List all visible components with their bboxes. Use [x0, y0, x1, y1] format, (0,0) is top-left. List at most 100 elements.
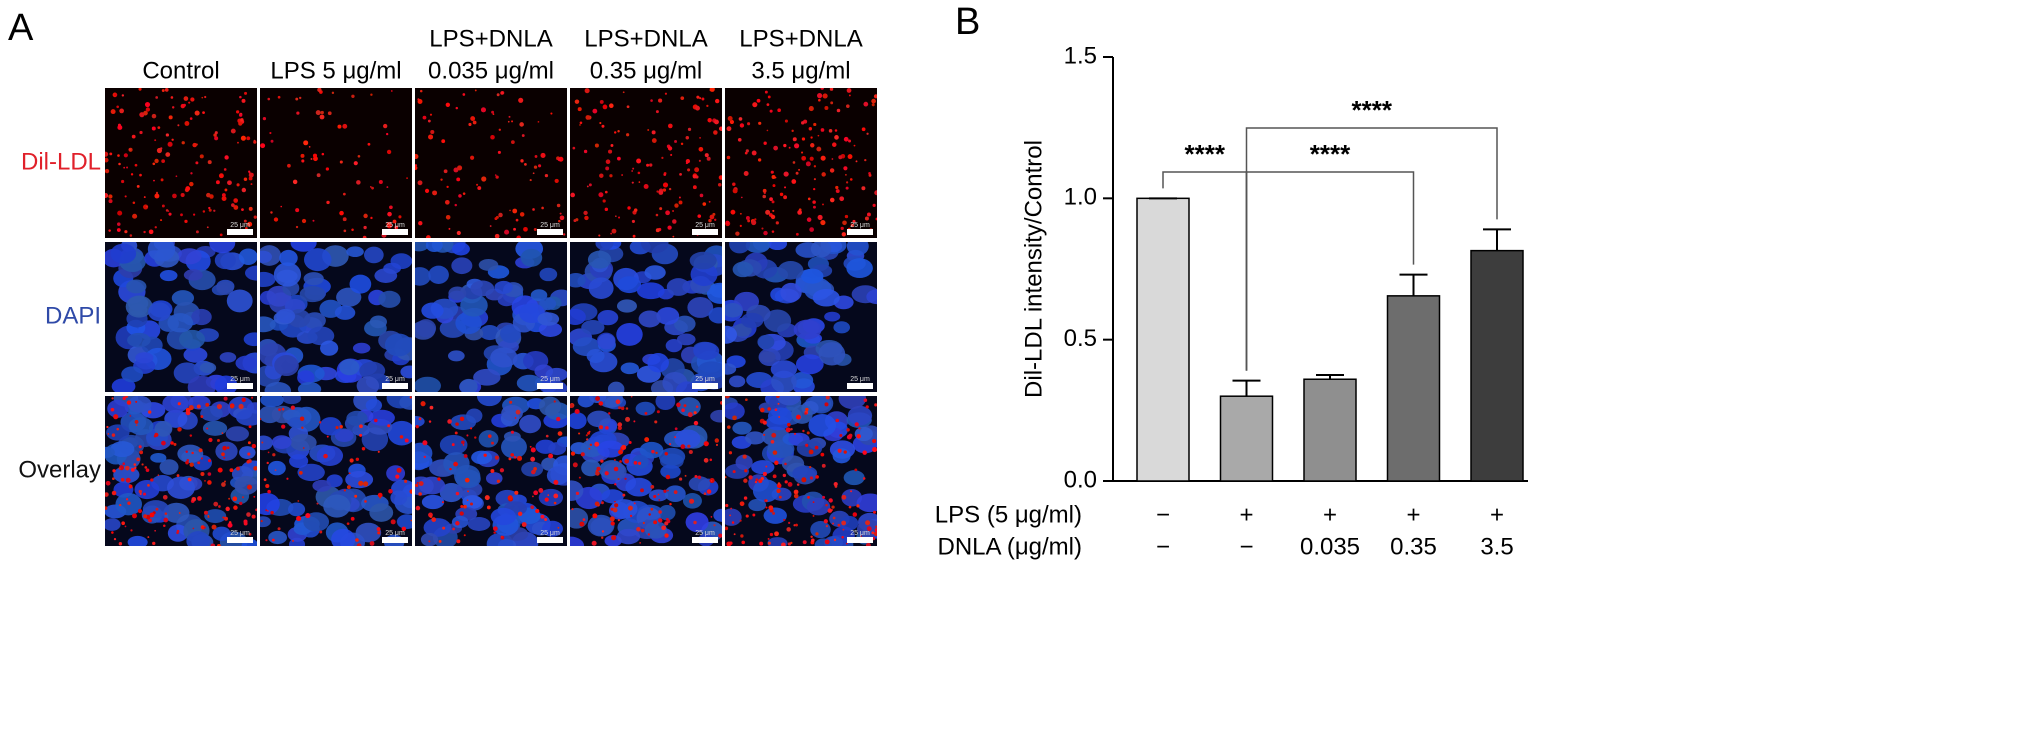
lipid-dot — [730, 507, 733, 510]
lipid-dot — [410, 519, 412, 522]
lipid-dot — [737, 137, 742, 142]
column-header: 3.5 μg/ml — [751, 57, 850, 84]
lipid-dot — [196, 404, 201, 409]
nucleus — [674, 315, 696, 333]
lipid-dot — [222, 516, 225, 519]
lipid-dot — [197, 461, 201, 465]
lipid-dot — [817, 134, 820, 137]
lipid-dot — [692, 174, 697, 179]
lipid-dot — [699, 137, 701, 139]
lipid-dot — [611, 535, 617, 541]
lipid-dot — [418, 221, 423, 226]
lipid-dot — [752, 102, 758, 108]
lipid-dot — [834, 135, 839, 140]
lipid-dot — [406, 177, 408, 180]
scale-bar-label: 25 μm — [540, 530, 560, 537]
nucleus — [260, 250, 273, 263]
lipid-dot — [809, 476, 814, 480]
y-tick-label: 1.0 — [1064, 184, 1097, 211]
lipid-dot — [575, 218, 579, 222]
lipid-dot — [227, 522, 233, 528]
lipid-dot — [163, 524, 166, 528]
lipid-dot — [544, 173, 549, 178]
bar — [1386, 295, 1441, 482]
nucleus — [239, 446, 256, 459]
lipid-dot — [617, 519, 620, 522]
lipid-dot — [773, 145, 778, 151]
micrograph-content — [415, 242, 567, 392]
lipid-dot — [146, 205, 148, 208]
lipid-dot — [438, 539, 442, 543]
lipid-dot — [709, 458, 713, 462]
nucleus — [451, 515, 469, 529]
lipid-dot — [125, 477, 131, 483]
lipid-dot — [260, 143, 266, 149]
lipid-dot — [427, 119, 431, 123]
lipid-dot — [662, 188, 667, 192]
lipid-dot — [864, 216, 869, 221]
micrograph-content — [105, 242, 257, 392]
lipid-dot — [105, 168, 110, 174]
lipid-dot — [570, 451, 576, 456]
nucleus — [620, 362, 640, 375]
lipid-dot — [591, 540, 597, 546]
nucleus — [209, 242, 236, 254]
lipid-dot — [164, 512, 168, 515]
lipid-dot — [461, 440, 465, 445]
nucleus — [767, 407, 793, 425]
lipid-dot — [222, 445, 227, 451]
lipid-dot — [270, 510, 274, 515]
significance-bracket — [1245, 127, 1498, 371]
lipid-dot — [772, 184, 776, 188]
lipid-dot — [617, 425, 622, 431]
lipid-dot — [871, 103, 875, 107]
lipid-dot — [459, 511, 464, 516]
lipid-dot — [109, 152, 113, 156]
lipid-dot — [187, 477, 192, 482]
nucleus — [346, 410, 368, 427]
lipid-dot — [693, 520, 697, 525]
lipid-dot — [784, 480, 788, 484]
micrograph: 25 μm — [725, 242, 877, 392]
nucleus — [244, 265, 257, 281]
lipid-dot — [484, 495, 490, 501]
lipid-dot — [508, 457, 512, 461]
nucleus — [725, 402, 745, 420]
lipid-dot — [415, 424, 419, 429]
lipid-dot — [829, 197, 835, 203]
micrograph: 25 μm — [415, 88, 567, 238]
lipid-dot — [468, 122, 472, 127]
lipid-dot — [261, 441, 264, 444]
lipid-dot — [248, 425, 252, 429]
lipid-dot — [792, 161, 796, 164]
lipid-dot — [267, 489, 271, 494]
lipid-dot — [105, 492, 109, 497]
lipid-dot — [432, 190, 438, 196]
lipid-dot — [302, 447, 305, 449]
lipid-dot — [165, 152, 171, 157]
lipid-dot — [829, 88, 834, 91]
lipid-dot — [270, 211, 273, 214]
lipid-dot — [515, 409, 521, 415]
nucleus — [581, 320, 605, 335]
nucleus — [289, 454, 309, 468]
lipid-dot — [831, 505, 835, 509]
lipid-dot — [643, 183, 649, 189]
nucleus — [795, 354, 824, 375]
nucleus — [665, 338, 683, 353]
lipid-dot — [105, 157, 109, 163]
lipid-dot — [827, 508, 833, 513]
lipid-dot — [695, 105, 700, 111]
nucleus — [725, 363, 737, 375]
lipid-dot — [638, 181, 641, 183]
lipid-dot — [622, 91, 625, 94]
lipid-dot — [121, 94, 125, 97]
lipid-dot — [205, 402, 210, 407]
lipid-dot — [680, 96, 685, 100]
lipid-dot — [449, 467, 452, 471]
lipid-dot — [111, 397, 114, 400]
lipid-dot — [493, 531, 496, 534]
lipid-dot — [462, 192, 466, 195]
lipid-dot — [874, 528, 877, 533]
lipid-dot — [786, 422, 791, 427]
